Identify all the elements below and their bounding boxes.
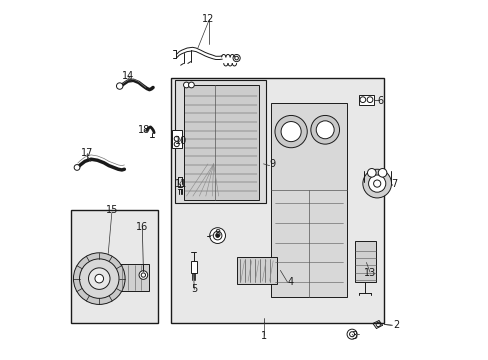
Text: 13: 13 [363, 268, 375, 278]
Bar [237, 257, 276, 284]
Text: 5: 5 [191, 284, 197, 294]
Text: 9: 9 [269, 159, 275, 169]
Circle shape [73, 253, 125, 305]
Circle shape [346, 329, 356, 339]
Text: 14: 14 [122, 71, 134, 81]
Bar [271, 103, 346, 297]
Text: 2: 2 [392, 320, 399, 330]
Circle shape [274, 116, 306, 148]
Bar [359, 95, 373, 105]
Circle shape [316, 121, 333, 139]
Circle shape [310, 116, 339, 144]
Text: 17: 17 [81, 148, 93, 158]
Text: 11: 11 [174, 179, 186, 189]
Circle shape [88, 268, 110, 289]
Text: 6: 6 [376, 96, 383, 106]
Bar [171, 78, 384, 323]
Text: 8: 8 [214, 229, 220, 239]
Text: 12: 12 [202, 14, 214, 24]
Circle shape [362, 169, 391, 198]
Bar [171, 130, 182, 148]
Text: 7: 7 [391, 179, 397, 189]
Bar [174, 80, 265, 203]
Circle shape [74, 165, 80, 170]
Text: 15: 15 [105, 206, 118, 216]
Circle shape [215, 234, 219, 237]
Text: 3: 3 [350, 331, 356, 341]
Circle shape [80, 259, 119, 298]
Text: 4: 4 [287, 277, 293, 287]
Bar [190, 261, 197, 273]
Circle shape [95, 274, 103, 283]
Text: 1: 1 [261, 331, 267, 341]
Circle shape [188, 82, 194, 88]
Text: 10: 10 [174, 136, 186, 145]
Bar [119, 264, 149, 291]
Circle shape [209, 228, 225, 243]
Circle shape [378, 168, 386, 177]
Circle shape [183, 82, 189, 88]
Bar [70, 211, 158, 323]
Circle shape [368, 175, 385, 192]
Circle shape [139, 271, 147, 279]
Text: 16: 16 [136, 222, 148, 231]
Bar [183, 85, 258, 200]
Circle shape [116, 83, 122, 89]
Circle shape [367, 168, 375, 177]
Text: 18: 18 [138, 125, 150, 135]
Circle shape [281, 122, 301, 141]
Bar [354, 241, 375, 282]
